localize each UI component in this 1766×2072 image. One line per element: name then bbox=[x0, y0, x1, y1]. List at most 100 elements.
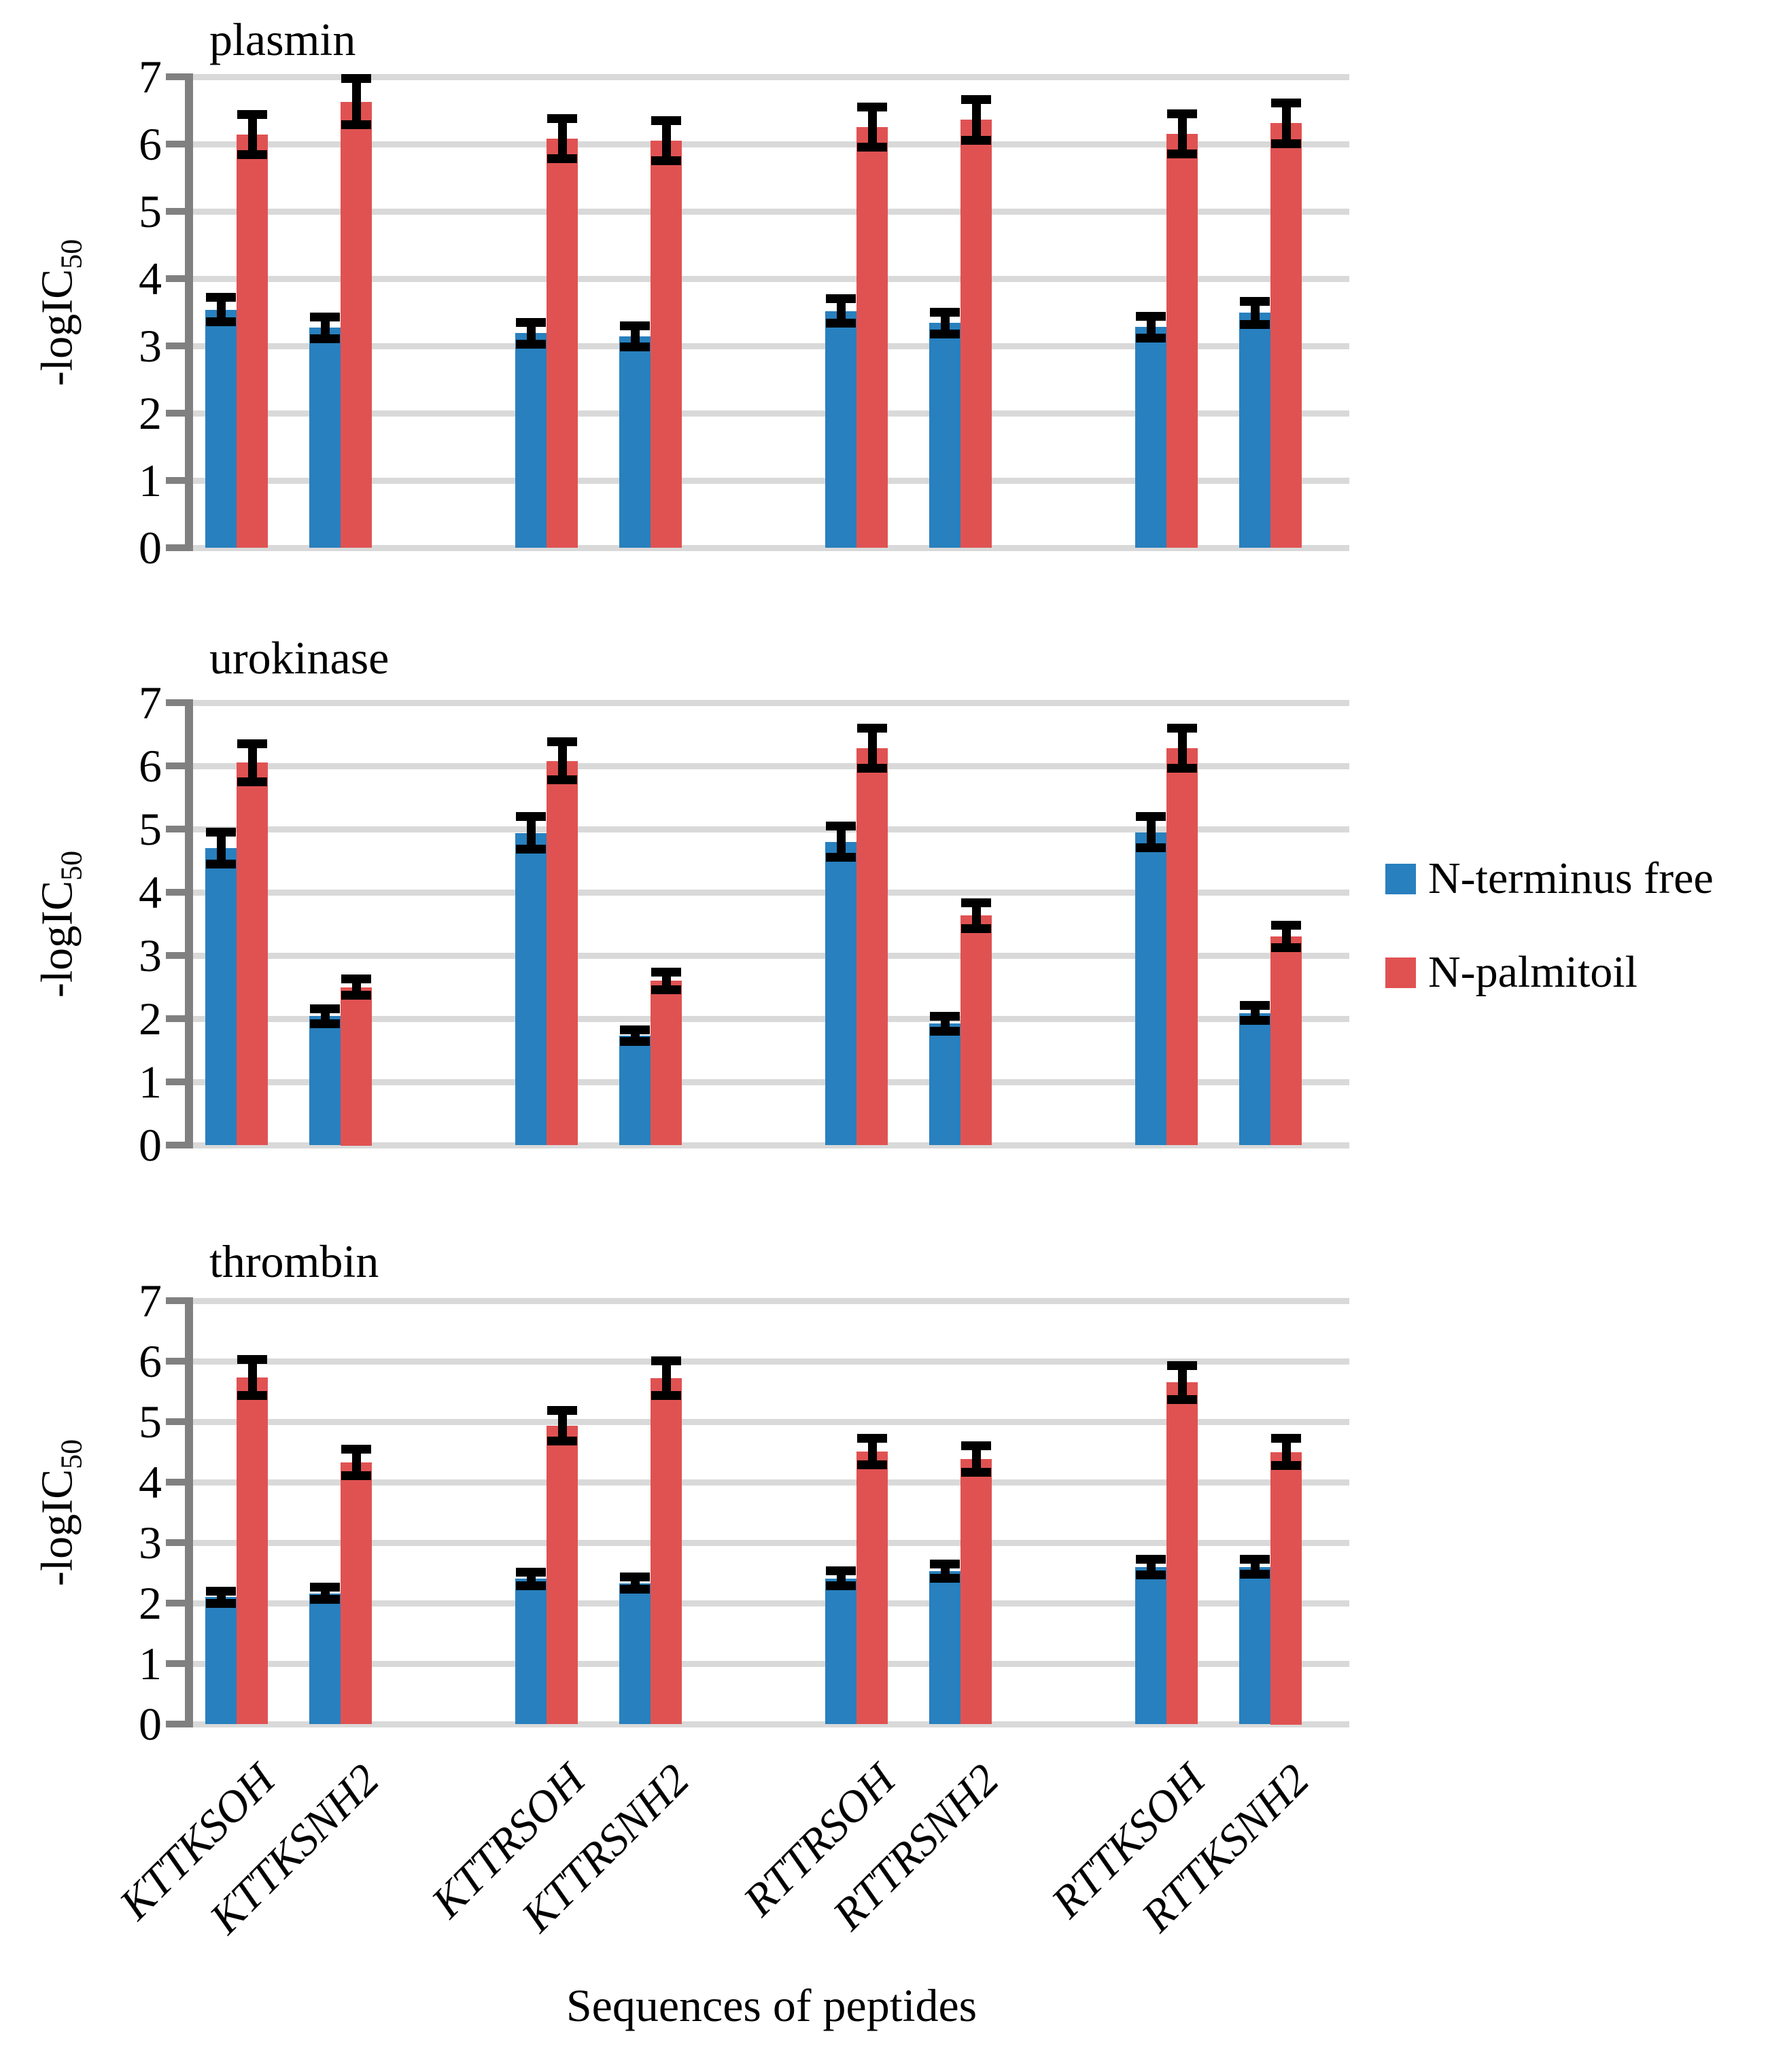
error-bar-cap-top-kttrsnh2-0 bbox=[620, 321, 650, 330]
error-bar-cap-top-rttrsoh-1 bbox=[857, 103, 887, 111]
error-bar-stem-rttrsoh-1 bbox=[868, 107, 877, 147]
error-bar-stem-rttksoh-1 bbox=[1178, 113, 1187, 154]
error-bar-stem-rttrsnh2-1 bbox=[972, 1446, 981, 1473]
error-bar-stem-rttksoh-1 bbox=[1178, 1365, 1187, 1399]
bar-n-terminus-free-rttksnh2 bbox=[1239, 1013, 1270, 1145]
bar-n-palmitoil-rttksnh2 bbox=[1270, 1452, 1302, 1725]
error-bar-stem-rttrsoh-0 bbox=[837, 299, 846, 323]
error-bar-stem-rttksnh2-1 bbox=[1282, 1439, 1291, 1465]
y-tick-5 bbox=[166, 826, 193, 832]
error-bar-cap-top-kttrsnh2-0 bbox=[620, 1573, 650, 1581]
error-bar-stem-kttrsnh2-1 bbox=[662, 1360, 671, 1396]
gridline-1 bbox=[193, 478, 1349, 484]
error-bar-cap-top-rttksnh2-1 bbox=[1271, 921, 1301, 930]
x-category-label-rttrsnh2: RTTRSNH2 bbox=[823, 1755, 1009, 1940]
y-tick-7 bbox=[166, 1297, 193, 1304]
error-bar-stem-rttrsnh2-0 bbox=[941, 313, 950, 334]
error-bar-stem-rttksoh-0 bbox=[1147, 316, 1156, 338]
error-bar-cap-top-kttksoh-1 bbox=[237, 739, 267, 748]
error-bar-cap-bottom-kttrsnh2-0 bbox=[620, 343, 650, 351]
bar-n-terminus-free-kttksnh2 bbox=[309, 328, 341, 548]
error-bar-stem-rttksnh2-1 bbox=[1282, 103, 1291, 143]
error-bar-cap-bottom-kttksnh2-1 bbox=[341, 120, 371, 129]
bar-n-palmitoil-kttrsnh2 bbox=[651, 981, 682, 1145]
y-tick-label-6: 6 bbox=[139, 1335, 162, 1387]
error-bar-cap-bottom-rttrsnh2-0 bbox=[930, 330, 960, 338]
error-bar-cap-top-kttksoh-0 bbox=[206, 293, 236, 302]
error-bar-stem-kttrsoh-0 bbox=[527, 322, 536, 344]
error-bar-cap-bottom-kttrsoh-1 bbox=[547, 154, 577, 163]
error-bar-cap-bottom-rttksnh2-1 bbox=[1271, 943, 1301, 952]
y-tick-5 bbox=[166, 1418, 193, 1425]
error-bar-cap-top-kttksnh2-1 bbox=[341, 74, 371, 83]
bar-n-terminus-free-rttrsnh2 bbox=[929, 1023, 960, 1145]
error-bar-stem-rttksnh2-0 bbox=[1251, 302, 1260, 325]
error-bar-cap-top-kttrsoh-1 bbox=[547, 737, 577, 746]
y-tick-3 bbox=[166, 952, 193, 959]
y-tick-2 bbox=[166, 1015, 193, 1022]
y-tick-label-3: 3 bbox=[139, 1517, 162, 1568]
error-bar-cap-top-rttksoh-1 bbox=[1167, 724, 1197, 733]
error-bar-stem-kttrsnh2-0 bbox=[631, 326, 640, 347]
y-tick-label-0: 0 bbox=[139, 1119, 162, 1171]
error-bar-cap-bottom-kttksnh2-0 bbox=[310, 334, 340, 343]
error-bar-cap-bottom-rttksoh-0 bbox=[1136, 1570, 1166, 1579]
error-bar-cap-bottom-kttksnh2-1 bbox=[341, 1471, 371, 1480]
error-bar-cap-bottom-rttrsoh-0 bbox=[826, 1581, 856, 1590]
error-bar-cap-top-rttrsoh-0 bbox=[826, 1566, 856, 1575]
error-bar-cap-bottom-rttksnh2-0 bbox=[1240, 1016, 1270, 1025]
error-bar-cap-bottom-kttksoh-0 bbox=[206, 317, 236, 326]
error-bar-cap-top-rttksnh2-0 bbox=[1240, 1555, 1270, 1564]
error-bar-cap-bottom-kttrsnh2-0 bbox=[620, 1037, 650, 1046]
error-bar-cap-top-rttrsoh-0 bbox=[826, 294, 856, 303]
error-bar-cap-top-rttksnh2-0 bbox=[1240, 1001, 1270, 1010]
error-bar-stem-rttrsnh2-1 bbox=[972, 903, 981, 928]
y-axis-line bbox=[185, 700, 193, 1148]
gridline-1 bbox=[193, 1661, 1349, 1667]
bar-n-palmitoil-kttrsnh2 bbox=[651, 141, 682, 548]
error-bar-cap-bottom-kttksoh-1 bbox=[237, 777, 267, 786]
error-bar-cap-bottom-kttrsnh2-1 bbox=[651, 985, 681, 994]
chart-title-plasmin: plasmin bbox=[209, 14, 356, 65]
gridline-6 bbox=[193, 141, 1349, 147]
bar-n-palmitoil-rttksnh2 bbox=[1270, 123, 1302, 548]
y-tick-label-7: 7 bbox=[139, 1275, 162, 1327]
y-tick-label-4: 4 bbox=[139, 253, 162, 304]
error-bar-cap-bottom-rttksnh2-0 bbox=[1240, 1570, 1270, 1579]
bar-n-palmitoil-rttrsoh bbox=[856, 127, 888, 548]
error-bar-cap-bottom-rttrsoh-1 bbox=[857, 1460, 887, 1469]
error-bar-cap-bottom-kttksoh-1 bbox=[237, 150, 267, 159]
error-bar-cap-top-rttksoh-0 bbox=[1136, 1555, 1166, 1564]
gridline-6 bbox=[193, 1358, 1349, 1365]
bar-n-palmitoil-rttksnh2 bbox=[1270, 936, 1302, 1145]
bar-n-palmitoil-rttrsnh2 bbox=[960, 1459, 992, 1724]
error-bar-cap-top-kttrsoh-0 bbox=[516, 1568, 546, 1577]
x-category-label-kttrsnh2: KTTRSNH2 bbox=[512, 1755, 699, 1942]
y-tick-7 bbox=[166, 73, 193, 80]
error-bar-cap-bottom-rttksnh2-1 bbox=[1271, 139, 1301, 148]
error-bar-stem-kttksoh-1 bbox=[248, 743, 257, 782]
error-bar-stem-rttksoh-0 bbox=[1147, 816, 1156, 848]
error-bar-cap-bottom-rttrsnh2-1 bbox=[961, 136, 991, 145]
bar-n-terminus-free-kttrsoh bbox=[515, 333, 547, 548]
error-bar-cap-bottom-rttrsnh2-0 bbox=[930, 1027, 960, 1036]
bar-n-palmitoil-kttksoh bbox=[237, 762, 268, 1145]
legend-item-n-terminus-free: N-terminus free bbox=[1385, 855, 1714, 902]
error-bar-cap-bottom-kttrsoh-0 bbox=[516, 340, 546, 349]
y-tick-4 bbox=[166, 889, 193, 896]
bar-n-palmitoil-rttrsnh2 bbox=[960, 120, 992, 548]
y-tick-0 bbox=[166, 1721, 193, 1727]
error-bar-cap-top-rttksnh2-1 bbox=[1271, 1434, 1301, 1443]
y-tick-label-0: 0 bbox=[139, 1698, 162, 1750]
bar-n-terminus-free-kttksoh bbox=[205, 310, 237, 548]
x-category-label-rttksnh2: RTTKSNH2 bbox=[1132, 1755, 1319, 1942]
y-tick-1 bbox=[166, 1660, 193, 1667]
y-tick-4 bbox=[166, 275, 193, 282]
error-bar-cap-bottom-kttrsoh-0 bbox=[516, 845, 546, 854]
legend-swatch-n-terminus-free bbox=[1385, 863, 1416, 894]
bar-n-palmitoil-kttksoh bbox=[237, 135, 268, 548]
error-bar-cap-top-kttksnh2-1 bbox=[341, 1445, 371, 1454]
gridline-3 bbox=[193, 953, 1349, 959]
gridline-5 bbox=[193, 1419, 1349, 1425]
y-tick-4 bbox=[166, 1479, 193, 1486]
